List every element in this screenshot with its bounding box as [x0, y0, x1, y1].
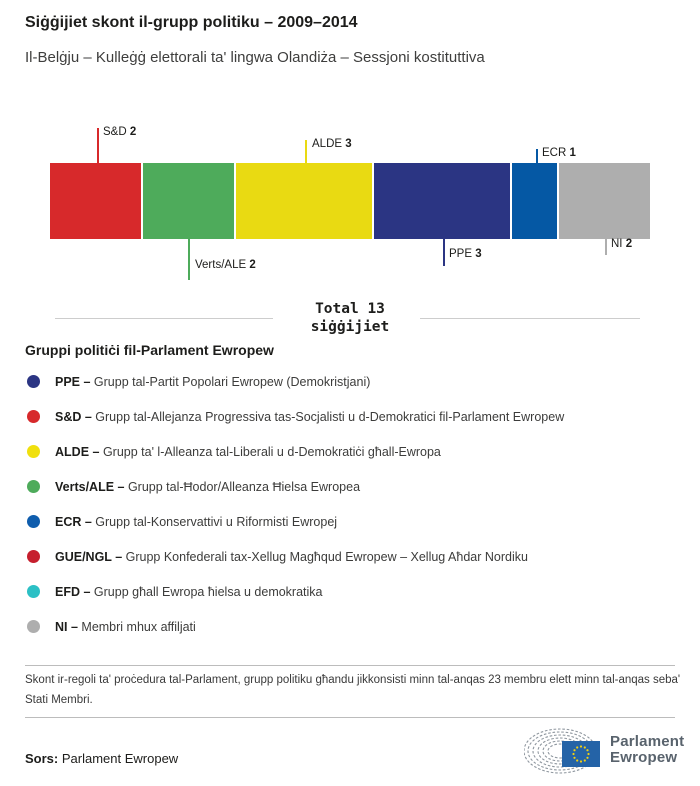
bar-segment-ni	[559, 163, 650, 239]
footnote-text: Skont ir-regoli ta' proċedura tal-Parlam…	[25, 674, 681, 706]
stacked-bar	[50, 163, 650, 239]
legend-item-label: ECR – Grupp tal-Konservattivi u Riformis…	[55, 514, 338, 529]
seat-count: 2	[129, 126, 137, 138]
callout-tick-alde	[305, 140, 307, 163]
total-line1: Total 13	[315, 301, 385, 317]
footer-divider-bottom	[25, 717, 675, 718]
seat-chart: S&D 2 Verts/ALE 2 ALDE 3 PPE 3 ECR 1 NI …	[0, 126, 700, 293]
legend-item: NI – Membri mhux affiljati	[25, 609, 685, 644]
source-value: Parlament Ewropew	[61, 751, 179, 766]
group-name: ALDE	[312, 138, 343, 150]
total-seats-label: Total 13 siġġijiet	[0, 300, 700, 336]
legend-item: PPE – Grupp tal-Partit Popolari Ewropew …	[25, 364, 685, 399]
legend-item-label: NI – Membri mhux affiljati	[55, 619, 196, 634]
legend-item: Verts/ALE – Grupp tal-Ħodor/Alleanza Ħie…	[25, 469, 685, 504]
bar-segment-s-d	[50, 163, 141, 239]
legend-item-label: Verts/ALE – Grupp tal-Ħodor/Alleanza Ħie…	[55, 479, 361, 494]
group-name: NI	[611, 238, 623, 250]
legend-color-dot	[27, 620, 40, 633]
footer-divider-top	[25, 665, 675, 666]
legend-color-dot	[27, 410, 40, 423]
group-name: Verts/ALE	[195, 259, 247, 271]
callout-label-ni: NI 2	[611, 238, 632, 250]
divider-left	[55, 318, 273, 319]
source-label: Sors:	[25, 751, 59, 766]
callout-label-ecr: ECR 1	[542, 147, 576, 159]
bar-segment-alde	[235, 163, 372, 239]
callout-tick-ni	[605, 239, 607, 255]
legend-item-label: EFD – Grupp għall Ewropa ħielsa u demokr…	[55, 584, 323, 599]
legend-item-label: PPE – Grupp tal-Partit Popolari Ewropew …	[55, 374, 371, 389]
seat-count: 3	[345, 138, 352, 150]
bar-segment-verts-ale	[142, 163, 234, 239]
hemicycle-logo-icon	[524, 728, 600, 774]
divider-right	[420, 318, 640, 319]
legend-color-dot	[27, 515, 40, 528]
legend-list: PPE – Grupp tal-Partit Popolari Ewropew …	[25, 364, 685, 644]
legend-item-label: ALDE – Grupp ta' l-Alleanza tal-Liberali…	[55, 444, 441, 459]
logo-wordmark: Parlament Ewropew	[610, 734, 684, 766]
callout-tick-ppe	[443, 239, 445, 266]
legend-color-dot	[27, 445, 40, 458]
legend-item: ALDE – Grupp ta' l-Alleanza tal-Liberali…	[25, 434, 685, 469]
legend-color-dot	[27, 550, 40, 563]
total-line2: siġġijiet	[310, 319, 390, 335]
logo-word-2: Ewropew	[610, 749, 678, 766]
legend-color-dot	[27, 480, 40, 493]
legend-item: ECR – Grupp tal-Konservattivi u Riformis…	[25, 504, 685, 539]
bar-segment-ppe	[373, 163, 510, 239]
page-subtitle: Il-Belġju – Kulleġġ elettorali ta' lingw…	[25, 49, 485, 66]
seat-count: 3	[475, 248, 482, 260]
eu-flag-icon	[562, 741, 600, 767]
group-name: PPE	[449, 248, 473, 260]
group-name: ECR	[542, 147, 567, 159]
legend-item: GUE/NGL – Grupp Konfederali tax-Xellug M…	[25, 539, 685, 574]
legend-heading: Gruppi politiċi fil-Parlament Ewropew	[25, 342, 274, 358]
seat-count: 1	[569, 147, 576, 159]
legend-item-label: GUE/NGL – Grupp Konfederali tax-Xellug M…	[55, 549, 528, 564]
legend-item-label: S&D – Grupp tal-Allejanza Progressiva ta…	[55, 409, 565, 424]
seat-count: 2	[249, 259, 256, 271]
legend-color-dot	[27, 585, 40, 598]
callout-label-verts: Verts/ALE 2	[195, 259, 256, 271]
seat-count: 2	[625, 238, 633, 250]
page-title: Siġġijiet skont il-grupp politiku – 2009…	[25, 14, 358, 31]
legend-item: S&D – Grupp tal-Allejanza Progressiva ta…	[25, 399, 685, 434]
callout-tick-verts	[188, 239, 190, 280]
callout-tick-ecr	[536, 149, 538, 163]
callout-label-ppe: PPE 3	[449, 248, 482, 260]
callout-label-sd: S&D 2	[103, 126, 136, 138]
source-line: Sors: Parlament Ewropew	[25, 751, 178, 766]
callout-label-alde: ALDE 3	[312, 138, 352, 150]
callout-tick-sd	[97, 128, 99, 163]
logo-word-1: Parlament	[610, 733, 685, 750]
legend-item: EFD – Grupp għall Ewropa ħielsa u demokr…	[25, 574, 685, 609]
european-parliament-logo: Parlament Ewropew	[524, 725, 694, 777]
group-name: S&D	[103, 126, 127, 138]
bar-segment-ecr	[511, 163, 558, 239]
legend-color-dot	[27, 375, 40, 388]
